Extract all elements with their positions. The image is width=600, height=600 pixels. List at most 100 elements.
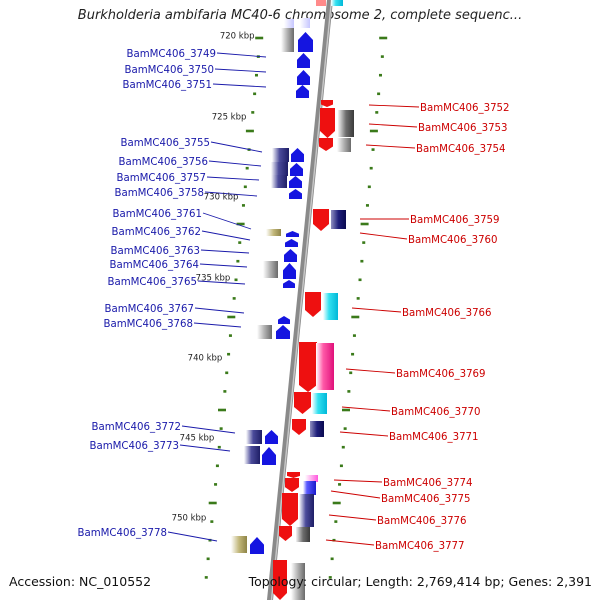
leader-line-right <box>359 232 408 240</box>
gene-arrow-down[interactable] <box>292 419 306 435</box>
gene-block[interactable] <box>271 175 287 188</box>
gene-label-left[interactable]: BamMC406_3757 <box>116 173 206 184</box>
gene-arrow-up[interactable] <box>297 53 310 68</box>
leader-line-right <box>330 490 381 499</box>
gene-arrow-up[interactable] <box>289 176 302 188</box>
gene-arrow-up[interactable] <box>278 316 290 324</box>
gene-block[interactable] <box>244 446 260 464</box>
gene-block[interactable] <box>331 0 343 6</box>
gene-block[interactable] <box>231 536 247 553</box>
gene-label-right[interactable]: BamMC406_3770 <box>391 407 481 418</box>
gene-block[interactable] <box>338 110 354 137</box>
tick-left <box>241 204 245 207</box>
scale-label: 740 kbp <box>188 354 223 364</box>
gene-label-right[interactable]: BamMC406_3771 <box>389 432 479 443</box>
gene-arrow-up[interactable] <box>289 189 302 199</box>
gene-block[interactable] <box>303 481 316 495</box>
gene-block[interactable] <box>246 430 262 444</box>
gene-label-left[interactable]: BamMC406_3750 <box>124 65 214 76</box>
gene-arrow-up[interactable] <box>283 280 295 288</box>
gene-block[interactable] <box>348 0 358 10</box>
gene-block[interactable] <box>305 475 318 482</box>
gene-label-left[interactable]: BamMC406_3764 <box>109 260 199 271</box>
gene-label-right[interactable]: BamMC406_3774 <box>383 478 473 489</box>
gene-arrow-up[interactable] <box>283 263 296 279</box>
gene-block[interactable] <box>291 563 305 600</box>
gene-arrow-up[interactable] <box>262 447 276 465</box>
gene-label-right[interactable]: BamMC406_3775 <box>381 494 471 505</box>
gene-arrow-down[interactable] <box>299 342 317 392</box>
gene-label-left[interactable]: BamMC406_3756 <box>118 157 208 168</box>
tick-right <box>351 315 360 319</box>
gene-block[interactable] <box>257 325 272 339</box>
gene-label-left[interactable]: BamMC406_3778 <box>77 528 167 539</box>
gene-label-left[interactable]: BamMC406_3772 <box>91 422 181 433</box>
gene-arrow-up[interactable] <box>297 70 310 85</box>
gene-label-left[interactable]: BamMC406_3751 <box>122 80 212 91</box>
gene-label-right[interactable]: BamMC406_3766 <box>402 308 492 319</box>
gene-label-left[interactable]: BamMC406_3761 <box>112 209 202 220</box>
leader-line-left <box>212 83 267 88</box>
gene-arrow-down[interactable] <box>313 209 329 231</box>
gene-arrow-down[interactable] <box>320 108 335 138</box>
gene-arrow-up[interactable] <box>276 325 290 339</box>
gene-arrow-down[interactable] <box>279 526 292 541</box>
gene-block[interactable] <box>266 229 281 236</box>
gene-arrow-down[interactable] <box>321 100 333 107</box>
tick-left <box>245 166 249 170</box>
gene-arrow-up[interactable] <box>250 537 264 554</box>
gene-block[interactable] <box>296 527 310 542</box>
gene-block[interactable] <box>284 19 294 28</box>
gene-block[interactable] <box>271 162 288 176</box>
gene-arrow-down[interactable] <box>294 392 311 414</box>
gene-arrow-down[interactable] <box>305 292 321 317</box>
gene-block[interactable] <box>300 18 310 28</box>
gene-label-right[interactable]: BamMC406_3752 <box>420 103 510 114</box>
gene-label-left[interactable]: BamMC406_3762 <box>111 227 201 238</box>
gene-arrow-up[interactable] <box>290 163 303 176</box>
gene-label-right[interactable]: BamMC406_3753 <box>418 123 508 134</box>
tick-right <box>378 73 382 77</box>
gene-arrow-up[interactable] <box>284 249 297 262</box>
gene-block[interactable] <box>331 210 346 229</box>
gene-label-left[interactable]: BamMC406_3768 <box>103 319 193 330</box>
gene-arrow-up[interactable] <box>285 239 298 247</box>
gene-arrow-up[interactable] <box>298 32 313 52</box>
gene-arrow-down[interactable] <box>273 560 287 600</box>
gene-block[interactable] <box>299 494 314 527</box>
gene-arrow-down[interactable] <box>285 478 299 492</box>
gene-label-right[interactable]: BamMC406_3777 <box>375 541 465 552</box>
gene-label-left[interactable]: BamMC406_3763 <box>110 246 200 257</box>
gene-arrow-up[interactable] <box>265 430 278 444</box>
gene-label-right[interactable]: BamMC406_3754 <box>416 144 506 155</box>
gene-arrow-up[interactable] <box>286 231 299 237</box>
gene-label-right[interactable]: BamMC406_3769 <box>396 369 486 380</box>
gene-arrow-down[interactable] <box>287 472 300 478</box>
gene-label-left[interactable]: BamMC406_3758 <box>114 188 204 199</box>
gene-label-right[interactable]: BamMC406_3760 <box>408 235 498 246</box>
gene-label-right[interactable]: BamMC406_3759 <box>410 215 500 226</box>
gene-block[interactable] <box>316 343 334 390</box>
gene-arrow-down[interactable] <box>319 138 333 151</box>
gene-label-left[interactable]: BamMC406_3767 <box>104 304 194 315</box>
gene-label-left[interactable]: BamMC406_3765 <box>107 277 197 288</box>
gene-arrow-up[interactable] <box>296 85 309 98</box>
gene-block[interactable] <box>310 421 324 437</box>
gene-block[interactable] <box>316 0 326 6</box>
gene-block[interactable] <box>337 138 351 152</box>
tick-left <box>204 576 208 579</box>
gene-block[interactable] <box>312 393 327 414</box>
gene-label-left[interactable]: BamMC406_3755 <box>120 138 210 149</box>
leader-line-right <box>351 307 402 313</box>
scale-label: 730 kbp <box>204 193 239 203</box>
gene-block[interactable] <box>281 28 294 52</box>
gene-block[interactable] <box>323 293 338 320</box>
gene-block[interactable] <box>272 148 289 162</box>
gene-arrow-up[interactable] <box>291 148 304 162</box>
backbone-highlight <box>270 0 333 600</box>
gene-label-left[interactable]: BamMC406_3773 <box>89 441 179 452</box>
gene-label-left[interactable]: BamMC406_3749 <box>126 49 216 60</box>
gene-label-right[interactable]: BamMC406_3776 <box>377 516 467 527</box>
gene-block[interactable] <box>263 261 278 278</box>
gene-arrow-down[interactable] <box>282 493 298 526</box>
